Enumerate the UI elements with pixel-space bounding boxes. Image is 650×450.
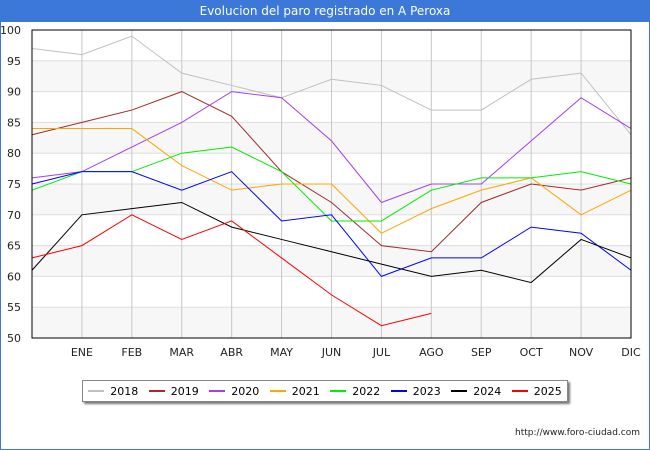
y-tick-label: 60	[7, 270, 21, 283]
x-tick-label: OCT	[520, 346, 543, 359]
legend-label: 2023	[412, 384, 441, 398]
source-url: http://www.foro-ciudad.com	[515, 428, 640, 438]
legend-swatch	[330, 390, 347, 392]
x-tick-label: JUN	[321, 346, 342, 359]
legend-item-2022: 2022	[330, 385, 380, 398]
y-tick-label: 95	[7, 55, 21, 68]
legend-item-2024: 2024	[451, 385, 501, 398]
legend-item-2021: 2021	[269, 384, 320, 398]
legend-swatch	[269, 390, 286, 392]
y-tick-label: 100	[0, 24, 21, 37]
series-line-2023	[31, 171, 632, 277]
y-tick-label: 55	[7, 301, 21, 314]
y-tick-label: 75	[7, 178, 21, 191]
series-line-2020	[31, 91, 632, 204]
legend-swatch	[148, 390, 165, 392]
x-tick-label: SEP	[471, 346, 492, 359]
plot-border	[31, 29, 632, 339]
x-tick-label: ABR	[220, 346, 243, 359]
x-tick-label: ENE	[71, 346, 93, 359]
x-tick-label: FEB	[121, 346, 142, 359]
legend-label: 2022	[352, 384, 381, 398]
legend-swatch	[451, 390, 468, 392]
legend-swatch	[88, 390, 105, 392]
series-line-2024	[31, 201, 632, 284]
series-line-2025	[31, 214, 432, 327]
x-tick-label: MAR	[169, 346, 194, 359]
legend-label: 2020	[231, 384, 260, 398]
legend-swatch	[511, 390, 528, 392]
legend-label: 2019	[170, 384, 199, 398]
legend-swatch	[209, 390, 226, 392]
legend-item-2019: 2019	[148, 384, 199, 398]
y-tick-label: 50	[7, 332, 21, 345]
legend-item-2020: 2020	[209, 385, 259, 398]
x-tick-label: JUL	[372, 346, 391, 359]
legend-item-2023: 2023	[390, 384, 441, 398]
legend-label: 2018	[110, 384, 139, 398]
x-tick-label: AGO	[419, 346, 444, 359]
y-tick-label: 65	[7, 240, 21, 253]
legend-item-2025: 2025	[511, 384, 562, 398]
x-tick-label: MAY	[270, 346, 293, 359]
series-line-2019	[31, 91, 632, 253]
chart-title: Evolucion del paro registrado en A Perox…	[0, 0, 650, 22]
y-tick-label: 70	[7, 209, 21, 222]
legend-label: 2024	[473, 384, 502, 398]
series-line-2018	[31, 35, 632, 136]
y-tick-label: 90	[7, 86, 21, 99]
legend-item-2018: 2018	[88, 385, 138, 398]
y-tick-label: 85	[7, 116, 21, 129]
x-tick-label: NOV	[569, 346, 594, 359]
y-tick-label: 80	[7, 147, 21, 160]
x-tick-label: DIC	[621, 346, 641, 359]
legend: 2018 2019 2020 2021 2022 2023 2024 2025	[82, 380, 568, 402]
legend-label: 2025	[533, 384, 562, 398]
legend-swatch	[390, 390, 407, 392]
legend-label: 2021	[291, 384, 320, 398]
